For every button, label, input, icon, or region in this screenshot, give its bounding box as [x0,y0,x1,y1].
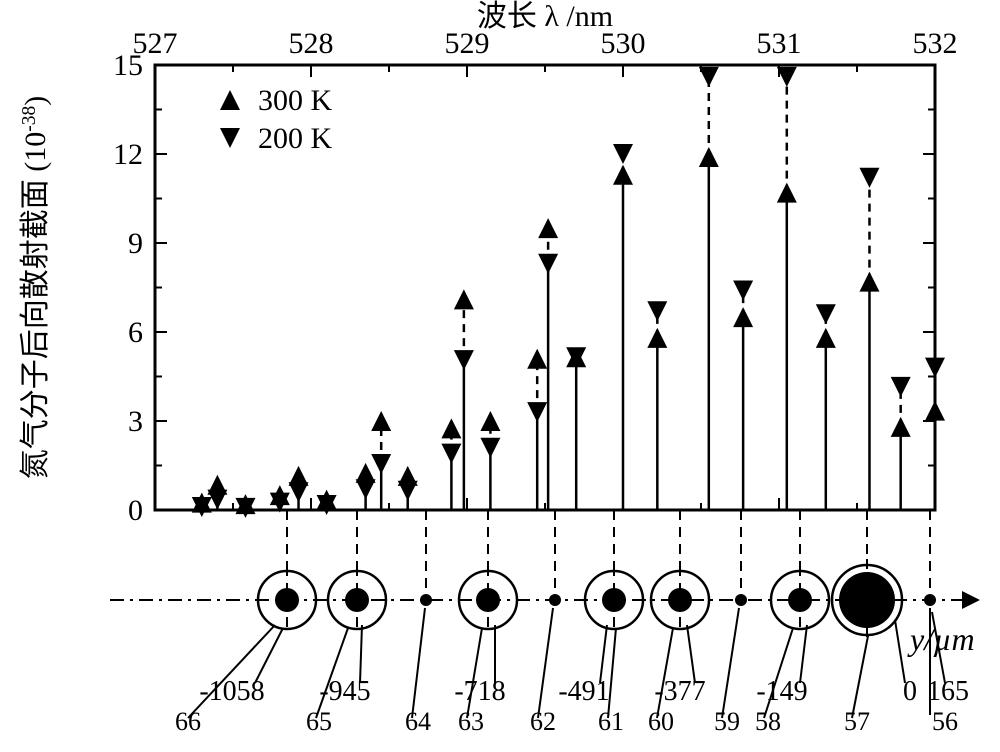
value-leader [255,628,283,683]
node-value: -718 [454,676,505,707]
marker-300k [613,165,633,185]
marker-300k [925,401,945,421]
xtick-label: 531 [757,27,802,60]
value-leader [687,625,695,683]
ytick-label: 15 [113,49,143,82]
marker-200k [816,304,836,324]
marker-300k [454,289,474,309]
marker-300k [777,183,797,203]
node-number: 63 [458,707,484,736]
node-number: 58 [755,707,781,736]
value-leader [800,625,807,683]
node-value: 165 [927,676,969,707]
ytick-label: 6 [128,316,143,349]
node-small [924,594,936,606]
y-axis-title: 氮气分子后向散射截面 (10-38) [19,96,53,480]
marker-200k [289,482,309,502]
node-number: 59 [714,707,740,736]
leader-line [852,636,868,718]
marker-200k [356,479,376,499]
marker-300k [859,272,879,292]
marker-200k [647,301,667,321]
marker-200k [859,168,879,188]
leader-line [538,608,553,718]
node-small [549,594,561,606]
marker-200k [925,358,945,378]
node-value: -149 [756,676,807,707]
marker-300k [371,411,391,431]
legend-label-300k: 300 K [258,84,333,117]
x-axis-title: 波长 λ /nm [477,0,613,33]
ytick-label: 9 [128,227,143,260]
marker-300k [699,147,719,167]
ytick-label: 12 [113,138,143,171]
marker-300k [816,328,836,348]
marker-200k [441,444,461,464]
node-number: 66 [175,707,201,736]
marker-300k [527,349,547,369]
node-number: 57 [844,707,870,736]
svg-text:氮气分子后向散射截面 (10-38): 氮气分子后向散射截面 (10-38) [19,96,53,480]
value-leader [360,625,362,683]
ytick-label: 0 [128,494,143,527]
marker-200k [891,377,911,397]
marker-300k [538,218,558,238]
legend-label-200k: 200 K [258,122,333,155]
leader-line [722,608,739,718]
node-number: 56 [932,707,958,736]
node-number: 61 [598,707,624,736]
leader-line [412,608,425,718]
marker-300k [647,328,667,348]
xtick-label: 528 [289,27,334,60]
xtick-label: 532 [913,27,958,60]
diagram-axis-label: y/µm [907,621,975,657]
marker-200k [480,438,500,458]
node-value: -1058 [199,676,264,707]
ytick-label: 3 [128,405,143,438]
figure-container: 52752852953053153203691215波长 λ /nm氮气分子后向… [0,0,1000,747]
marker-200k [454,350,474,370]
value-leader [895,620,905,683]
node-small [420,594,432,606]
node-value: -945 [319,676,370,707]
marker-200k [235,498,255,518]
marker-200k [613,144,633,164]
node-number: 65 [306,707,332,736]
node-small [735,594,747,606]
node-number: 64 [405,707,431,736]
legend-marker-200k [220,128,240,148]
marker-200k [699,67,719,87]
marker-200k [733,280,753,300]
marker-300k [891,417,911,437]
diagram-axis-arrow [962,591,980,609]
marker-300k [480,411,500,431]
node-value: -377 [654,676,705,707]
node-value: 0 [903,676,917,707]
marker-200k [371,454,391,474]
marker-300k [441,418,461,438]
node-number: 62 [530,707,556,736]
node-value: -491 [558,676,609,707]
figure-svg: 52752852953053153203691215波长 λ /nm氮气分子后向… [0,0,1000,747]
marker-200k [398,481,418,501]
marker-200k [527,402,547,422]
marker-200k [538,254,558,274]
value-leader [600,625,607,683]
node-number: 60 [648,707,674,736]
marker-300k [733,307,753,327]
legend-marker-300k [220,90,240,110]
